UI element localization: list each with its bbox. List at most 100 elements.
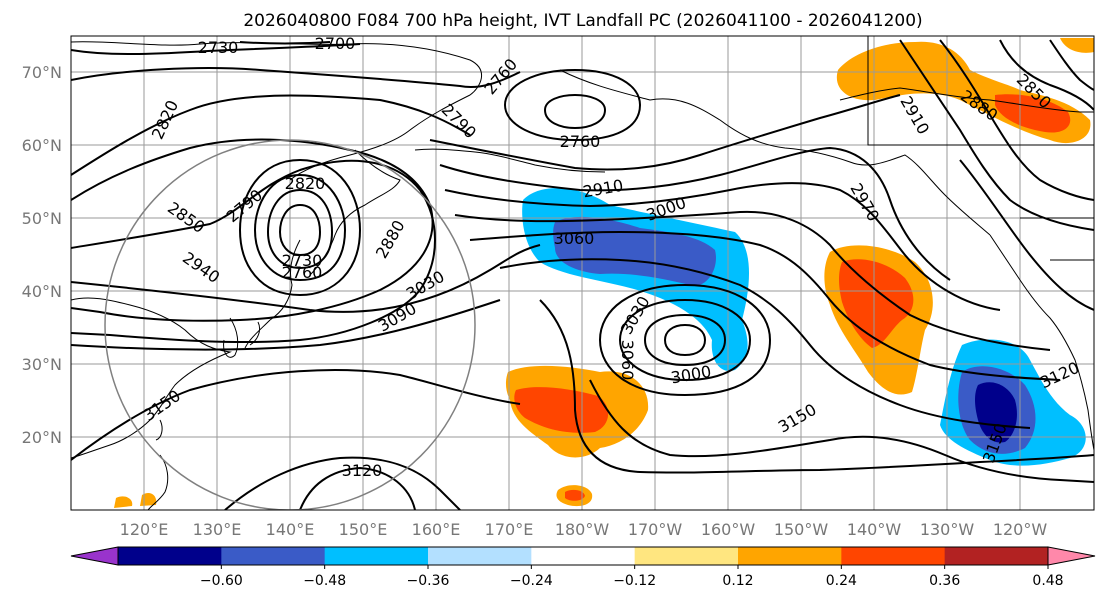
contour-2970 <box>454 210 1051 351</box>
contour-label: 2730 <box>198 38 239 57</box>
lon-label: 180°W <box>555 520 610 539</box>
borders-north-america <box>867 36 1094 261</box>
contour-label: 3120 <box>342 461 383 480</box>
contour-3090 <box>71 299 501 351</box>
contour-2700 <box>239 41 331 45</box>
contour-2760-low-outer <box>503 68 642 142</box>
contour-ridge-east-3 <box>959 159 1094 311</box>
contour-ridge-east-2 <box>939 39 1094 201</box>
ivt-negative-core-east <box>975 382 1017 443</box>
colorbar-tick-label: −0.24 <box>510 573 553 589</box>
map-title: 2026040800 F084 700 hPa height, IVT Land… <box>243 11 922 31</box>
colorbar-tick-label: −0.36 <box>407 573 450 589</box>
height-contours <box>71 39 1094 510</box>
contour-label: 2700 <box>315 34 356 53</box>
colorbar-segment <box>324 547 429 565</box>
contour-ridge-east-5 <box>1049 39 1094 91</box>
ivt-positive-patch-southwest <box>114 493 157 508</box>
coast-arctic-canada <box>839 87 1094 113</box>
contour-2910-pacific <box>444 182 1001 311</box>
lon-label: 170°W <box>628 520 683 539</box>
contour-2820-west <box>71 94 471 176</box>
contour-2880-pacific <box>439 146 951 281</box>
contour-2730 <box>71 43 361 56</box>
contour-cutoff-4 <box>663 323 707 357</box>
lat-label: 30°N <box>22 355 62 374</box>
contour-cutoff-2 <box>618 298 752 382</box>
coast-east-asia <box>71 297 232 459</box>
ivt-positive-patch-arctic-edge <box>1060 38 1094 53</box>
lon-label: 140°W <box>847 520 902 539</box>
lon-label: 120°W <box>993 520 1048 539</box>
contour-ring-2 <box>253 173 347 282</box>
colorbar-extend-high <box>1047 546 1096 566</box>
lat-label: 70°N <box>22 63 62 82</box>
colorbar-segment <box>841 547 946 565</box>
contour-ring-1 <box>238 158 362 297</box>
colorbar-tick-label: 0.36 <box>929 573 960 589</box>
lon-label: 150°W <box>774 520 829 539</box>
coast-asia-north <box>71 41 482 181</box>
colorbar-tick-label: 0.24 <box>826 573 857 589</box>
contour-2760-low-inner <box>543 93 607 130</box>
colorbar-segment <box>944 547 1049 565</box>
lon-label: 130°E <box>193 520 242 539</box>
landfall-region-circle <box>104 139 476 510</box>
colorbar: −0.60 −0.48 −0.36 −0.24 −0.12 0.12 0.24 0.36 0.4… <box>70 546 1096 589</box>
colorbar-tick-label: −0.60 <box>200 573 243 589</box>
coast-japan <box>244 239 301 349</box>
ivt-positive-core-small-south <box>565 489 585 501</box>
contour-label: 2820 <box>285 174 326 193</box>
colorbar-segment <box>428 547 532 565</box>
contour-ring-4 <box>278 203 322 257</box>
coast-alaska <box>559 69 991 236</box>
colorbar-segment <box>738 547 842 565</box>
contour-3120-south <box>299 466 416 510</box>
contour-3150-subtropics <box>589 379 1094 483</box>
latitude-labels: 70°N 60°N 50°N 40°N 30°N 20°N <box>22 63 62 447</box>
contour-label: 2730 <box>282 251 323 270</box>
lat-label: 40°N <box>22 282 62 301</box>
colorbar-segment <box>118 547 222 565</box>
contour-label: 3060 <box>554 229 595 248</box>
colorbar-frame <box>117 546 1049 566</box>
map-panel: 2730 2700 2760 2820 2790 2760 2820 2790 … <box>70 34 1095 511</box>
lon-label: 150°E <box>339 520 388 539</box>
longitude-labels: 120°E 130°E 140°E 150°E 160°E 170°E 180°… <box>120 520 1048 539</box>
colorbar-segment <box>221 547 326 565</box>
contour-2850-pacific <box>429 94 901 171</box>
colorbar-tick-label: −0.48 <box>303 573 346 589</box>
lat-label: 50°N <box>22 209 62 228</box>
contour-2940-wrap <box>71 159 436 344</box>
lat-label: 20°N <box>22 428 62 447</box>
ivt-positive-core-subtropics <box>514 387 609 433</box>
lon-label: 130°W <box>920 520 975 539</box>
contour-cutoff-1 <box>598 283 772 397</box>
lat-label: 60°N <box>22 136 62 155</box>
contour-ridge-east-4 <box>999 39 1094 111</box>
contour-3030 <box>71 244 541 313</box>
contour-3120-subtropics <box>539 299 1094 474</box>
coast-taiwan-philippines <box>147 419 169 510</box>
colorbar-tick-label: 0.12 <box>722 573 753 589</box>
contour-ridge-east-1 <box>899 39 1094 231</box>
colorbar-tick-label: 0.48 <box>1032 573 1063 589</box>
graticule <box>71 36 1094 510</box>
contour-3060 <box>499 258 1031 429</box>
contour-3150-south <box>224 456 461 510</box>
lon-label: 140°E <box>266 520 315 539</box>
contour-3150-west <box>71 369 521 461</box>
map-frame <box>70 35 1095 511</box>
contour-ring-3 <box>266 188 334 270</box>
lon-label: 160°W <box>701 520 756 539</box>
contour-cutoff-3 <box>643 313 727 367</box>
lon-label: 120°E <box>120 520 169 539</box>
colorbar-extend-low <box>70 546 119 566</box>
contour-label: 3060 <box>618 340 637 381</box>
colorbar-segment <box>531 547 636 565</box>
lon-label: 170°E <box>485 520 534 539</box>
contour-label: 2760 <box>560 132 601 151</box>
contour-2760-north <box>71 67 521 88</box>
contour-label: 2760 <box>282 263 323 282</box>
